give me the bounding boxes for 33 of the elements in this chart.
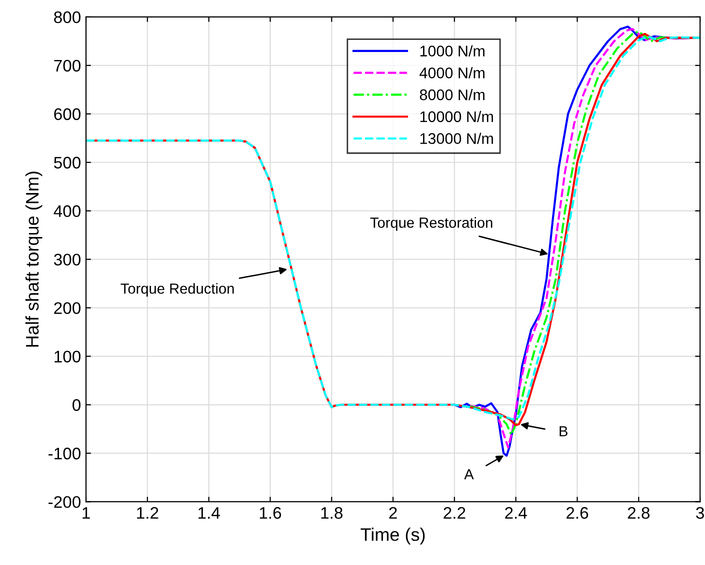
y-tick-label: 100 bbox=[54, 350, 80, 362]
x-tick-label: 2.6 bbox=[566, 507, 588, 519]
y-tick-label: -100 bbox=[48, 448, 80, 460]
x-tick-label: 2 bbox=[389, 507, 397, 519]
legend-label: 10000 N/m bbox=[420, 110, 493, 122]
annotation: B bbox=[560, 426, 568, 436]
annotation: A bbox=[464, 469, 474, 480]
legend-label: 8000 N/m bbox=[420, 89, 484, 100]
y-tick-label: 800 bbox=[54, 11, 80, 24]
y-tick-label: -200 bbox=[48, 496, 80, 508]
x-tick-label: 3 bbox=[696, 507, 704, 519]
y-tick-label: 300 bbox=[54, 254, 80, 266]
y-tick-label: 400 bbox=[54, 205, 80, 218]
x-tick-label: 1.6 bbox=[260, 507, 282, 519]
x-tick-label: 1 bbox=[82, 507, 90, 519]
annotation: Torque Restoration bbox=[370, 217, 492, 231]
y-tick-label: 200 bbox=[54, 302, 80, 314]
y-tick-label: 700 bbox=[54, 60, 80, 72]
y-tick-label: 600 bbox=[54, 108, 80, 120]
x-tick-label: 1.2 bbox=[137, 507, 158, 519]
x-tick-label: 2.8 bbox=[628, 507, 650, 519]
x-tick-label: 2.4 bbox=[505, 507, 527, 519]
y-tick-label: 0 bbox=[72, 399, 80, 411]
x-axis-title: Time (s) bbox=[360, 528, 425, 544]
legend-label: 1000 N/m bbox=[420, 45, 484, 56]
x-tick-label: 1.4 bbox=[198, 507, 220, 519]
x-tick-label: 1.8 bbox=[321, 507, 342, 519]
y-tick-label: 500 bbox=[54, 156, 80, 169]
x-tick-label: 2.2 bbox=[444, 507, 466, 519]
y-axis-title: Half shaft torque (Nm) bbox=[25, 172, 42, 347]
legend-label: 4000 N/m bbox=[420, 67, 484, 78]
annotation: Torque Reduction bbox=[120, 283, 234, 297]
legend-label: 13000 N/m bbox=[420, 132, 493, 144]
